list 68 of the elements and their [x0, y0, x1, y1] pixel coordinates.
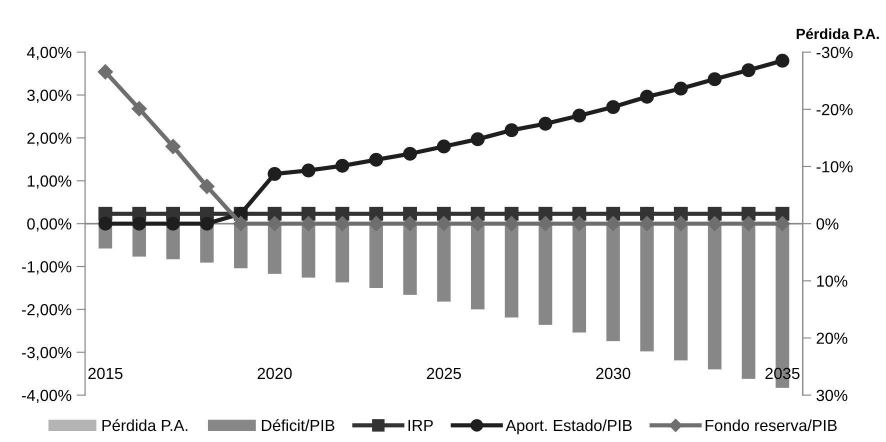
- point: [335, 158, 350, 173]
- legend-label: Déficit/PIB: [262, 419, 334, 432]
- y2-axis-title: Pérdida P.A.: [796, 28, 879, 40]
- point: [708, 72, 722, 86]
- point: [504, 216, 520, 232]
- y-tick-label: -3,00%: [22, 346, 72, 360]
- point: [538, 116, 552, 131]
- point: [572, 108, 586, 123]
- point: [402, 216, 418, 232]
- y-tick-label: -4,00%: [22, 390, 72, 403]
- y2-tick-label: -20%: [816, 104, 853, 116]
- point: [268, 166, 282, 181]
- point: [302, 164, 316, 178]
- point: [538, 216, 554, 232]
- point: [98, 64, 113, 80]
- point: [300, 216, 316, 232]
- point: [673, 216, 688, 232]
- y2-tick-label: 20%: [816, 332, 848, 344]
- point: [707, 216, 722, 232]
- y-tick-label: 1,00%: [28, 175, 72, 189]
- y-tick-label: 4,00%: [26, 46, 72, 60]
- point: [572, 216, 587, 232]
- y2-tick-label: -30%: [816, 46, 853, 58]
- point: [233, 216, 248, 232]
- x-tick-label: 2015: [88, 368, 122, 380]
- point: [98, 216, 112, 231]
- point: [640, 90, 654, 104]
- point: [639, 216, 655, 232]
- y-tick-label: 2,00%: [27, 132, 72, 146]
- x-tick-label: 2025: [426, 368, 461, 380]
- y-tick-label: -2,00%: [22, 304, 72, 318]
- point: [267, 216, 282, 232]
- y2-tick-label: 10%: [817, 275, 848, 287]
- point: [674, 82, 688, 96]
- x-tick-label: 2030: [596, 368, 630, 380]
- point: [403, 146, 417, 161]
- point: [369, 152, 384, 167]
- point: [132, 101, 147, 116]
- point: [334, 216, 350, 232]
- point: [775, 54, 790, 68]
- point: [368, 216, 384, 232]
- y-tick-label: 0,00%: [27, 218, 72, 232]
- point: [606, 216, 621, 232]
- y2-tick-label: -10%: [816, 161, 853, 172]
- y2-tick-label: 30%: [816, 390, 848, 402]
- point: [470, 132, 485, 146]
- y2-tick-label: 0%: [816, 218, 838, 230]
- legend-label: IRP: [408, 420, 433, 431]
- point: [740, 216, 756, 232]
- legend-label: Aport. Estado/PIB: [506, 419, 632, 434]
- point: [166, 138, 181, 154]
- point: [470, 216, 486, 232]
- y-tick-label: -1,00%: [22, 261, 72, 274]
- legend-label: Fondo reserva/PIB: [706, 419, 837, 432]
- x-tick-label: 2020: [258, 368, 292, 380]
- point: [166, 216, 180, 231]
- point: [742, 63, 756, 78]
- legend-label: Pérdida P.A.: [102, 419, 188, 432]
- point: [774, 216, 790, 232]
- point: [436, 216, 452, 232]
- point: [200, 216, 214, 231]
- point: [504, 123, 519, 138]
- point: [199, 178, 214, 194]
- point: [132, 216, 146, 231]
- point: [606, 100, 620, 114]
- point: [436, 140, 451, 154]
- y-tick-label: 3,00%: [27, 90, 72, 103]
- x-tick-label: 2035: [765, 368, 800, 380]
